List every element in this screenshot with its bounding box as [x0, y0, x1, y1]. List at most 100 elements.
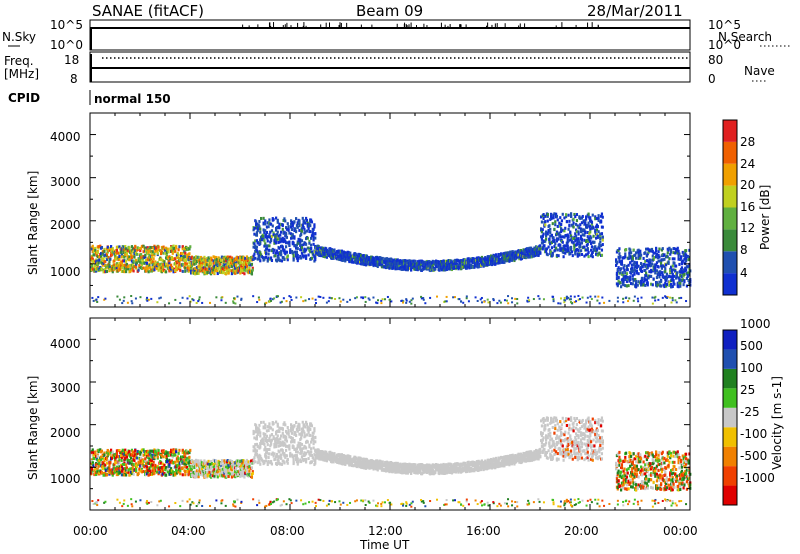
power-cell: [158, 265, 161, 269]
power-cell: [147, 265, 150, 269]
power-cell: [100, 254, 103, 258]
velocity-cell: [128, 458, 131, 462]
power-cell: [90, 254, 94, 258]
velocity-cell: [145, 465, 149, 469]
power-cell: [99, 244, 102, 248]
velocity-cell: [133, 459, 136, 463]
power-cell: [105, 269, 109, 273]
power-cell: [300, 256, 303, 260]
velocity-cell: [279, 440, 282, 444]
velocity-cell: [296, 462, 299, 466]
velocity-cell: [293, 424, 296, 428]
velocity-cell: [291, 427, 294, 431]
velocity-cell: [94, 467, 97, 471]
power-cell: [262, 221, 265, 225]
power-cell: [270, 234, 274, 238]
velocity-cell: [190, 467, 194, 471]
velocity-cell: [285, 454, 289, 458]
velocity-cell: [129, 461, 132, 465]
power-cell: [131, 266, 134, 270]
power-cell: [245, 267, 249, 271]
velocity-cell: [275, 420, 278, 424]
power-cell: [139, 249, 142, 253]
power-cell: [140, 255, 143, 259]
power-cell: [435, 265, 439, 269]
power-cell: [280, 250, 283, 254]
velocity-cell: [183, 458, 186, 462]
velocity-cell: [432, 469, 435, 473]
velocity-cell: [125, 466, 129, 470]
velocity-cell: [118, 468, 121, 472]
velocity-cell: [125, 452, 128, 456]
velocity-cell: [115, 467, 118, 471]
velocity-cell: [407, 470, 410, 474]
velocity-cell: [305, 422, 309, 426]
power-cell: [256, 257, 259, 261]
power-cell: [197, 255, 200, 259]
velocity-cell: [240, 464, 243, 468]
power-cell: [175, 246, 178, 250]
power-cell: [300, 251, 304, 255]
power-cell: [304, 221, 307, 225]
velocity-cell: [314, 440, 317, 444]
velocity-cell: [152, 466, 155, 470]
velocity-cell: [167, 467, 170, 471]
velocity-cell: [110, 468, 114, 472]
velocity-cell: [131, 469, 134, 473]
velocity-cell: [280, 434, 283, 438]
velocity-cell: [147, 461, 150, 465]
power-cell: [106, 245, 109, 249]
velocity-cell: [115, 470, 119, 474]
velocity-cell: [124, 448, 127, 452]
velocity-cell: [321, 450, 324, 454]
power-cell: [176, 251, 179, 255]
power-cell: [146, 267, 149, 271]
power-cell: [128, 246, 131, 250]
power-cell: [146, 252, 149, 256]
velocity-cell: [220, 462, 223, 466]
power-cell: [296, 253, 299, 257]
velocity-cell: [295, 454, 299, 458]
velocity-cell: [173, 450, 176, 454]
velocity-cell: [404, 462, 407, 466]
velocity-cell: [90, 468, 94, 472]
power-cell: [115, 267, 119, 271]
velocity-cell: [284, 455, 287, 459]
power-cell: [296, 246, 299, 250]
velocity-cell: [310, 460, 314, 464]
power-cell: [256, 229, 259, 233]
velocity-cell: [153, 455, 156, 459]
power-cell: [242, 266, 245, 270]
power-cell: [265, 247, 269, 251]
power-cell: [195, 268, 199, 272]
power-cell: [157, 245, 160, 249]
velocity-cell: [120, 465, 124, 469]
velocity-cell: [284, 443, 287, 447]
power-cell: [288, 231, 291, 235]
velocity-cell: [265, 429, 269, 433]
power-cell: [197, 271, 200, 275]
power-cell: [267, 252, 270, 256]
power-cell: [259, 242, 262, 246]
power-cell: [290, 220, 294, 224]
power-cell: [130, 253, 133, 257]
power-cell: [125, 267, 129, 271]
velocity-cell: [286, 426, 289, 430]
velocity-cell: [200, 467, 204, 471]
velocity-cell: [368, 459, 371, 463]
velocity-cell: [176, 463, 179, 467]
velocity-cell: [271, 451, 274, 455]
velocity-cell: [92, 453, 95, 457]
power-cell: [292, 241, 295, 245]
velocity-cell: [138, 450, 141, 454]
velocity-cell: [175, 450, 178, 454]
power-cell: [188, 268, 191, 272]
power-cell: [265, 225, 269, 229]
power-cell: [200, 261, 203, 265]
velocity-cell: [200, 461, 204, 465]
power-cell: [254, 256, 257, 260]
velocity-cell: [164, 452, 167, 456]
power-cell: [206, 271, 209, 275]
velocity-cell: [408, 462, 411, 466]
power-cell: [344, 251, 347, 255]
